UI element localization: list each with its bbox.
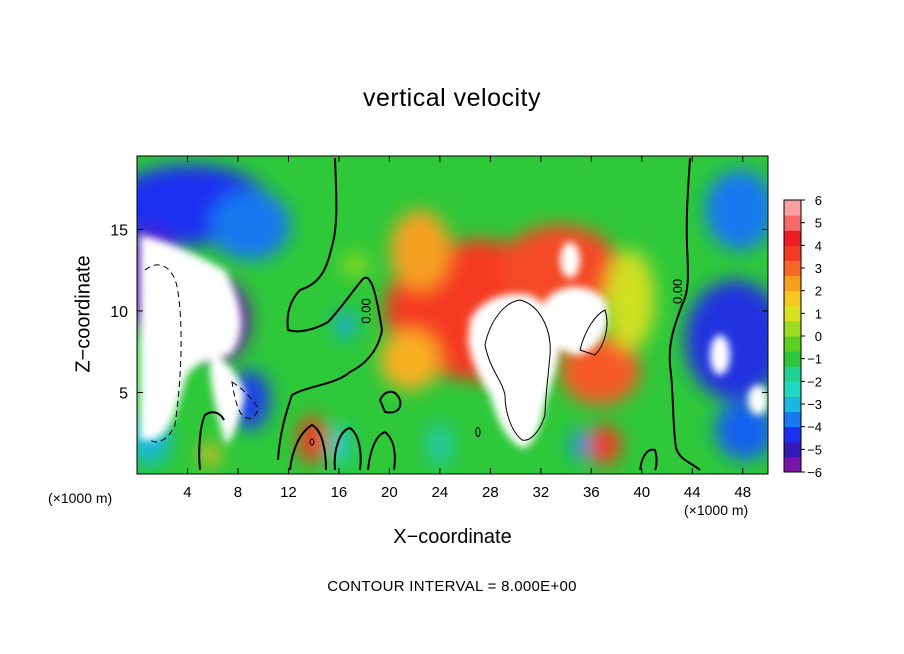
colorbar-tick-label: 4: [815, 238, 822, 253]
colorbar-tick-label: 5: [815, 216, 822, 231]
colorbar-swatch: [784, 290, 801, 307]
colorbar-swatch: [784, 215, 801, 231]
colorbar-tick-label: 2: [815, 284, 822, 299]
contour-label: 0.00: [358, 298, 373, 323]
colorbar-swatch: [784, 366, 801, 382]
x-tick-label: 36: [583, 484, 600, 501]
x-tick-label: 24: [432, 484, 449, 501]
velocity-extremes: [140, 235, 768, 448]
x-tick-label: 28: [482, 484, 499, 501]
y-tick-label: 10: [110, 304, 128, 321]
y-tick-label: 15: [110, 222, 128, 239]
colorbar-tick-label: −5: [807, 442, 822, 457]
zero-contours: [198, 157, 701, 471]
colorbar-swatch: [784, 320, 801, 337]
colorbar-swatch: [784, 336, 801, 352]
colorbar-swatch: [784, 260, 801, 277]
x-tick-label: 44: [684, 484, 701, 501]
colorbar-tick-label: −2: [807, 374, 822, 389]
colorbar-tick-label: 0: [815, 329, 822, 344]
y-ticks: 5 10 15: [110, 222, 768, 402]
x-tick-label: 40: [633, 484, 650, 501]
colorbar: 6 5 4 3 2 1 0 −1 −2 −3 −4 −5 −6: [783, 193, 822, 480]
plot-frame: [136, 155, 769, 475]
colorbar-tick-label: 6: [815, 193, 822, 208]
colorbar-tick-label: 1: [815, 306, 822, 321]
y-tick-label: 5: [119, 385, 128, 402]
x-tick-label: 4: [183, 484, 191, 501]
colorbar-swatch: [784, 275, 801, 292]
colorbar-swatch: [784, 396, 801, 413]
x-tick-label: 12: [280, 484, 297, 501]
contour-label: 0.00: [670, 279, 685, 304]
colorbar-swatch: [784, 426, 801, 443]
x-tick-label: 20: [381, 484, 398, 501]
x-axis-title: X−coordinate: [393, 526, 512, 548]
chart-title: vertical velocity: [363, 84, 541, 112]
colorbar-swatch: [784, 305, 801, 322]
plot-area: [137, 156, 768, 474]
colorbar-tick-label: −3: [807, 397, 822, 412]
x-tick-label: 32: [532, 484, 549, 501]
x-axis-unit-left: (×1000 m): [48, 490, 113, 506]
colorbar-swatch: [784, 381, 801, 397]
y-axis-title: Z−coordinate: [72, 255, 95, 373]
contour-interval-note: CONTOUR INTERVAL = 8.000E+00: [327, 578, 577, 595]
colorbar-tick-label: −4: [807, 420, 822, 435]
x-ticks: 4 8 12 16 20 24 28 32 36 40 44 48: [183, 156, 751, 501]
colorbar-swatch: [784, 230, 801, 246]
colorbar-tick-label: −1: [807, 352, 822, 367]
colorbar-swatch: [784, 456, 801, 473]
colorbar-swatch: [784, 441, 801, 458]
contour-labels: 0.00 0.00: [358, 279, 685, 324]
inner-contours: [309, 299, 608, 446]
colorbar-tick-label: 3: [815, 261, 822, 276]
colorbar-swatch: [784, 411, 801, 428]
x-axis-unit-right: (×1000 m): [684, 502, 749, 518]
colorbar-swatch: [784, 351, 801, 367]
colorbar-tick-label: −6: [807, 465, 822, 480]
x-tick-label: 48: [734, 484, 751, 501]
colorbar-swatch: [784, 200, 801, 216]
x-tick-label: 16: [331, 484, 348, 501]
colorbar-swatch: [784, 245, 801, 261]
negative-contours: [144, 264, 259, 443]
x-tick-label: 8: [234, 484, 242, 501]
